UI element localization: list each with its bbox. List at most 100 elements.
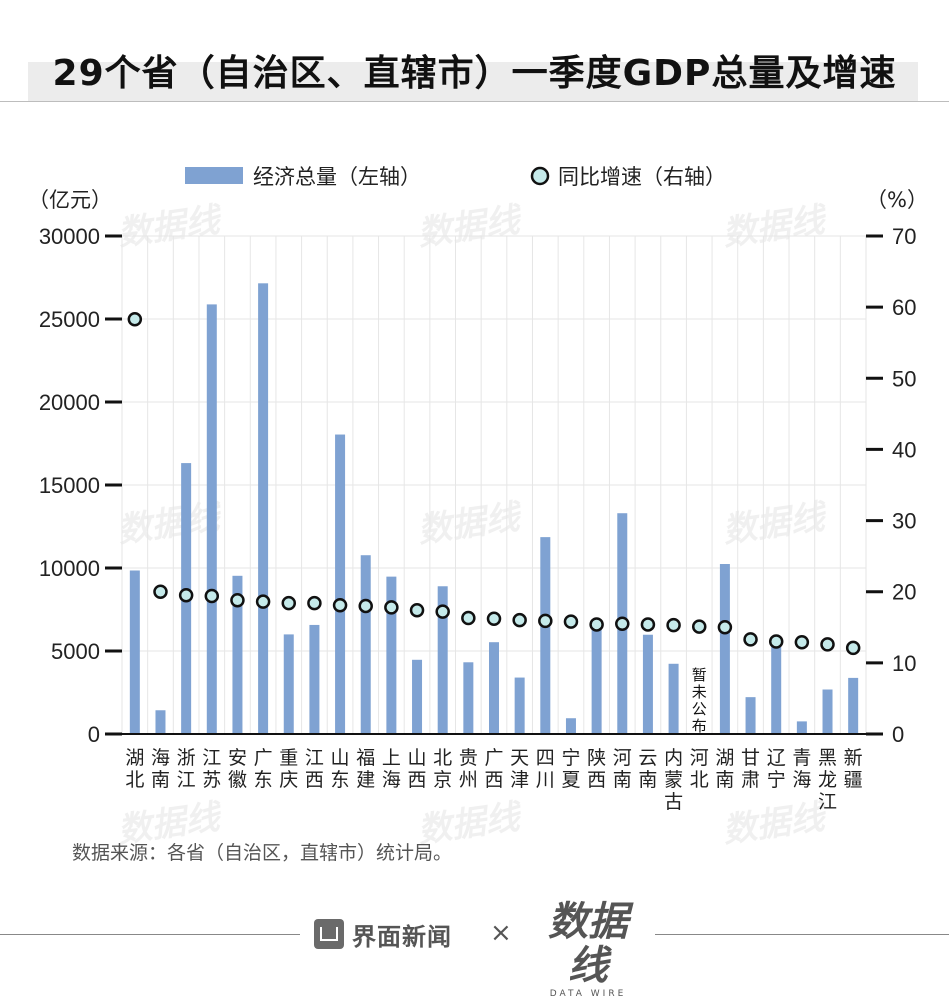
legend-dot-swatch [530, 166, 550, 186]
dot-海南 [153, 584, 168, 599]
dot-江西 [307, 595, 322, 611]
dot-湖南 [717, 620, 733, 635]
category-label-云南: 云南 [638, 747, 657, 791]
legend-bar-label: 经济总量（左轴） [253, 165, 421, 189]
right-tick-label: 50 [892, 366, 916, 391]
bar-四川 [540, 537, 551, 734]
category-label-贵州: 贵州 [459, 747, 478, 791]
dot-河北 [691, 619, 707, 634]
category-label-重庆: 重庆 [279, 747, 298, 791]
bar-陕西 [591, 624, 602, 734]
dot-四川 [538, 613, 553, 629]
right-tick-label: 10 [892, 651, 916, 676]
dot-辽宁 [768, 634, 784, 649]
category-label-陕西: 陕西 [587, 747, 606, 791]
dot-河南 [615, 616, 630, 631]
dot-甘肃 [743, 632, 758, 647]
bar-甘肃 [745, 697, 756, 734]
watermark-text: 数据线 [415, 497, 526, 551]
right-tick-label: 40 [892, 437, 916, 462]
category-label-宁夏: 宁夏 [561, 747, 580, 791]
bar-云南 [642, 634, 653, 734]
watermark-text: 数据线 [415, 200, 526, 254]
left-axis-unit: （亿元） [28, 188, 112, 212]
right-axis-unit: （%） [866, 188, 928, 212]
bar-广东 [258, 283, 269, 734]
category-label-安徽: 安徽 [228, 747, 247, 791]
bar-天津 [514, 677, 525, 734]
dot-上海 [384, 600, 399, 615]
category-label-黑龙江: 黑龙江 [818, 747, 837, 813]
left-tick-label: 0 [88, 722, 100, 747]
footer-divider-left [0, 934, 300, 935]
cross-symbol: × [490, 918, 512, 948]
right-tick-label: 30 [892, 509, 916, 534]
category-label-河南: 河南 [613, 747, 632, 791]
watermark-text: 数据线 [720, 497, 831, 551]
legend-dot-label: 同比增速（右轴） [558, 165, 726, 189]
category-label-内蒙古: 内蒙古 [664, 747, 683, 813]
bar-湖南 [719, 564, 730, 734]
legend-bar-swatch [185, 167, 243, 184]
category-label-湖南: 湖南 [715, 747, 734, 791]
category-label-海南: 海南 [151, 747, 170, 791]
dot-福建 [358, 598, 373, 614]
annotation-not-published: 暂未公布 [692, 666, 707, 735]
category-label-甘肃: 甘肃 [741, 747, 760, 791]
category-label-福建: 福建 [356, 747, 375, 791]
dot-山西 [409, 602, 425, 618]
bar-海南 [155, 710, 166, 734]
category-label-山东: 山东 [331, 747, 350, 791]
dot-江苏 [204, 588, 220, 604]
bar-江西 [309, 624, 320, 734]
jiemian-logo: 界面新闻 [314, 916, 452, 952]
right-tick-label: 0 [892, 722, 904, 747]
category-label-青海: 青海 [792, 747, 811, 791]
datawire-subtitle: DATA WIRE [549, 989, 627, 999]
left-tick-label: 5000 [51, 639, 100, 664]
bar-内蒙古 [668, 663, 679, 734]
right-tick-label: 70 [892, 224, 916, 249]
dot-青海 [794, 634, 810, 650]
bar-江苏 [206, 304, 217, 734]
footer-divider-right [655, 934, 949, 935]
category-label-北京: 北京 [433, 747, 452, 791]
category-label-浙江: 浙江 [177, 747, 196, 791]
watermark-text: 数据线 [720, 797, 831, 851]
dot-重庆 [281, 595, 297, 611]
category-label-四川: 四川 [536, 747, 555, 791]
bar-辽宁 [771, 639, 782, 734]
bar-贵州 [463, 662, 474, 734]
bar-福建 [360, 555, 371, 734]
bar-山东 [335, 434, 346, 734]
category-label-河北: 河北 [690, 747, 709, 791]
bar-上海 [386, 576, 397, 734]
datawire-wordmark: 数据线 [548, 899, 628, 989]
left-tick-label: 25000 [39, 307, 100, 332]
dot-云南 [640, 617, 656, 632]
left-tick-label: 15000 [39, 473, 100, 498]
bar-黑龙江 [822, 689, 833, 734]
left-tick-label: 20000 [39, 390, 100, 415]
category-label-江苏: 江苏 [202, 747, 221, 791]
bar-重庆 [283, 634, 294, 734]
bar-宁夏 [565, 718, 576, 734]
source-note: 数据来源：各省（自治区，直辖市）统计局。 [72, 842, 453, 864]
dot-湖北 [127, 311, 143, 327]
category-label-新疆: 新疆 [844, 747, 863, 791]
category-label-天津: 天津 [510, 747, 529, 791]
dot-陕西 [589, 617, 604, 632]
bar-青海 [796, 721, 807, 734]
bar-北京 [437, 586, 448, 734]
category-label-山西: 山西 [408, 747, 427, 791]
dot-山东 [332, 597, 348, 613]
dot-宁夏 [563, 614, 579, 629]
dot-北京 [435, 604, 450, 619]
category-label-上海: 上海 [382, 747, 401, 791]
datawire-logo: 数据线 DATA WIRE [532, 900, 644, 999]
watermark-text: 数据线 [115, 200, 226, 254]
dot-广东 [255, 594, 271, 609]
dot-广西 [486, 611, 502, 626]
dot-浙江 [178, 588, 194, 603]
dot-黑龙江 [820, 637, 835, 652]
